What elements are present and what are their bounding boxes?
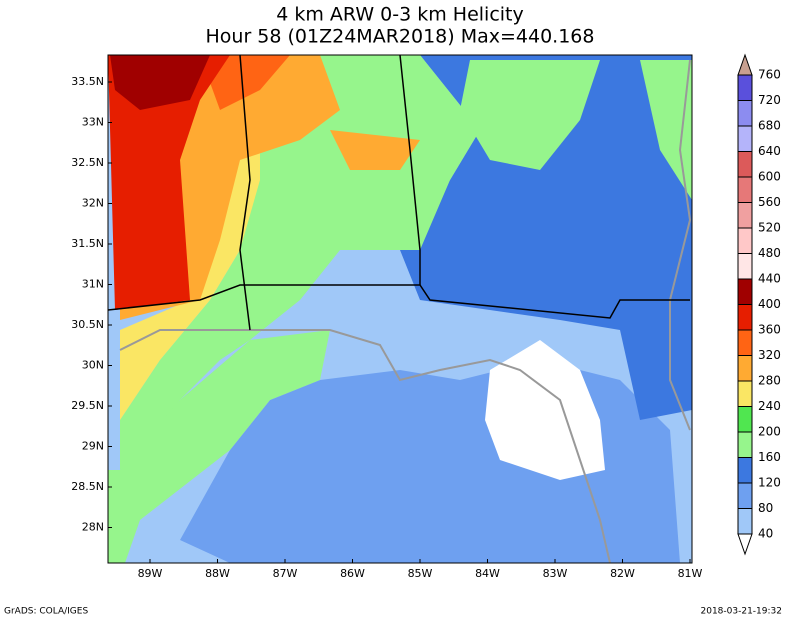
colorbar-label: 720 xyxy=(758,93,781,107)
colorbar-label: 400 xyxy=(758,297,781,311)
lat-label: 28.5N xyxy=(71,480,104,493)
footer-right: 2018-03-21-19:32 xyxy=(701,607,783,617)
map-field xyxy=(108,55,692,563)
colorbar-label: 360 xyxy=(758,323,781,337)
lat-label: 33.5N xyxy=(71,75,104,88)
subtitle: Hour 58 (01Z24MAR2018) Max=440.168 xyxy=(206,26,595,48)
lat-label: 28N xyxy=(82,521,104,534)
colorbar-box xyxy=(737,457,753,484)
lon-label: 89W xyxy=(138,567,163,580)
lon-label: 81W xyxy=(678,567,703,580)
colorbar-box xyxy=(737,380,753,407)
colorbar-box xyxy=(737,202,753,229)
colorbar-label: 40 xyxy=(758,527,773,541)
footer-left: GrADS: COLA/IGES xyxy=(4,607,88,617)
lat-label: 31N xyxy=(82,278,104,291)
map-frame xyxy=(107,54,693,564)
colorbar-label: 440 xyxy=(758,272,781,286)
lat-label: 32.5N xyxy=(71,156,104,169)
colorbar-label: 760 xyxy=(758,68,781,82)
colorbar-box xyxy=(737,176,753,203)
lat-label: 30.5N xyxy=(71,318,104,331)
colorbar-box xyxy=(737,508,753,535)
lon-label: 86W xyxy=(340,567,365,580)
lon-label: 85W xyxy=(408,567,433,580)
colorbar-label: 320 xyxy=(758,348,781,362)
colorbar-box xyxy=(737,355,753,382)
colorbar-label: 640 xyxy=(758,144,781,158)
colorbar-lower-extension xyxy=(737,533,753,556)
lon-label: 83W xyxy=(543,567,568,580)
title: 4 km ARW 0-3 km Helicity xyxy=(276,4,524,26)
lon-label: 82W xyxy=(610,567,635,580)
lat-label: 29.5N xyxy=(71,399,104,412)
colorbar-box xyxy=(737,304,753,331)
colorbar-box xyxy=(737,431,753,458)
colorbar-label: 560 xyxy=(758,195,781,209)
lon-label: 87W xyxy=(273,567,298,580)
colorbar-box xyxy=(737,74,753,101)
colorbar-box xyxy=(737,329,753,356)
colorbar-label: 280 xyxy=(758,374,781,388)
colorbar-label: 600 xyxy=(758,170,781,184)
lat-label: 33N xyxy=(82,116,104,129)
lat-label: 32N xyxy=(82,197,104,210)
colorbar-box xyxy=(737,125,753,152)
colorbar-box xyxy=(737,406,753,433)
colorbar-box xyxy=(737,278,753,305)
colorbar-box xyxy=(737,151,753,178)
colorbar-upper-extension xyxy=(737,53,753,76)
lon-label: 84W xyxy=(475,567,500,580)
colorbar-box xyxy=(737,227,753,254)
colorbar-label: 160 xyxy=(758,450,781,464)
colorbar-box xyxy=(737,482,753,509)
colorbar-label: 240 xyxy=(758,399,781,413)
lon-label: 88W xyxy=(205,567,230,580)
colorbar-label: 200 xyxy=(758,425,781,439)
colorbar-box xyxy=(737,253,753,280)
lat-label: 29N xyxy=(82,440,104,453)
colorbar-label: 680 xyxy=(758,119,781,133)
colorbar-label: 120 xyxy=(758,476,781,490)
lat-label: 31.5N xyxy=(71,237,104,250)
lat-label: 30N xyxy=(82,359,104,372)
colorbar-label: 520 xyxy=(758,221,781,235)
colorbar-label: 480 xyxy=(758,246,781,260)
colorbar-label: 80 xyxy=(758,501,773,515)
colorbar-box xyxy=(737,100,753,127)
